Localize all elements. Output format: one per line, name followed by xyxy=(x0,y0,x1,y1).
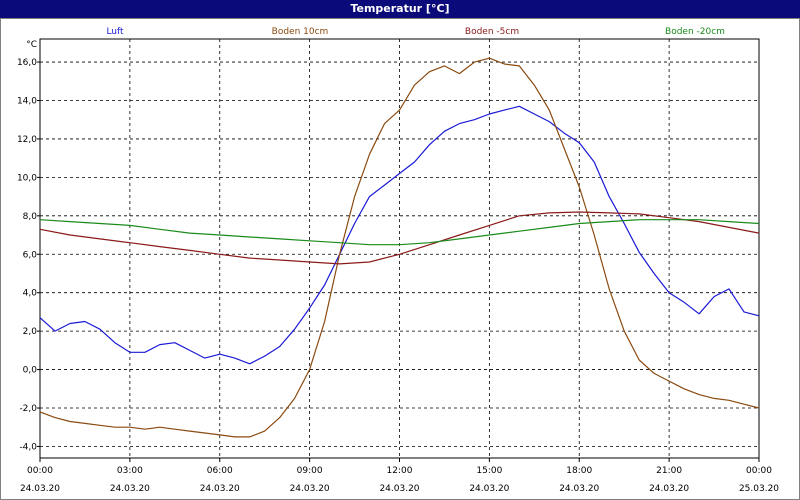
y-tick-label: 12,0 xyxy=(17,135,37,145)
series-line-0 xyxy=(39,105,760,365)
temperature-chart: Luft Boden 10cm Boden -5cm Boden -20cm 16,0… xyxy=(17,27,779,494)
x-tick-date-label: 25.03.20 xyxy=(739,484,779,494)
y-axis-ticks: 16,0 14,0 12,0 10,0 8,0 6,0 4,0 2,0 0,0 -2,0 -4,0 °… xyxy=(17,40,40,452)
chart-series xyxy=(39,57,760,438)
x-tick-time-label: 18:00 xyxy=(566,466,592,476)
series-line-3 xyxy=(39,219,760,246)
x-tick-date-label: 24.03.20 xyxy=(110,484,150,494)
y-tick-label: 2,0 xyxy=(23,327,38,337)
y-tick-label: 0,0 xyxy=(23,366,38,376)
y-tick-label: -4,0 xyxy=(19,442,37,452)
y-tick-label: 16,0 xyxy=(17,58,37,68)
legend: Luft Boden 10cm Boden -5cm Boden -20cm xyxy=(106,27,725,37)
x-tick-date-label: 24.03.20 xyxy=(559,484,599,494)
x-tick-time-label: 21:00 xyxy=(656,466,682,476)
x-tick-time-label: 03:00 xyxy=(117,466,143,476)
x-tick-date-label: 24.03.20 xyxy=(200,484,240,494)
series-line-2 xyxy=(39,211,760,265)
x-axis-ticks: 00:00 24.03.20 03:00 24.03.20 06:00 24.03.20 0… xyxy=(20,458,779,494)
x-tick-date-label: 24.03.20 xyxy=(649,484,689,494)
y-tick-label: 14,0 xyxy=(17,97,37,107)
chart-title: Temperatur [°C] xyxy=(350,2,450,15)
x-tick-date-label: 24.03.20 xyxy=(20,484,60,494)
y-axis-label: °C xyxy=(26,40,37,50)
y-tick-label: 4,0 xyxy=(23,289,38,299)
y-tick-label: 10,0 xyxy=(17,173,37,183)
x-tick-date-label: 24.03.20 xyxy=(379,484,419,494)
chart-grid xyxy=(39,38,760,459)
chart-title-bar: Temperatur [°C] xyxy=(0,0,800,18)
legend-entry-2: Boden -5cm xyxy=(465,27,519,37)
x-tick-time-label: 09:00 xyxy=(297,466,323,476)
y-tick-label: 6,0 xyxy=(23,250,38,260)
x-tick-time-label: 00:00 xyxy=(746,466,772,476)
x-tick-time-label: 06:00 xyxy=(207,466,233,476)
chart-frame: Luft Boden 10cm Boden -5cm Boden -20cm 16,0… xyxy=(0,18,800,500)
legend-entry-0: Luft xyxy=(106,27,124,37)
x-tick-date-label: 24.03.20 xyxy=(290,484,330,494)
y-tick-label: 8,0 xyxy=(23,212,38,222)
y-tick-label: -2,0 xyxy=(19,404,37,414)
x-tick-time-label: 12:00 xyxy=(387,466,413,476)
legend-entry-3: Boden -20cm xyxy=(665,27,725,37)
x-tick-date-label: 24.03.20 xyxy=(469,484,509,494)
legend-entry-1: Boden 10cm xyxy=(272,27,329,37)
x-tick-time-label: 00:00 xyxy=(27,466,53,476)
x-tick-time-label: 15:00 xyxy=(476,466,502,476)
series-line-1 xyxy=(39,57,760,438)
